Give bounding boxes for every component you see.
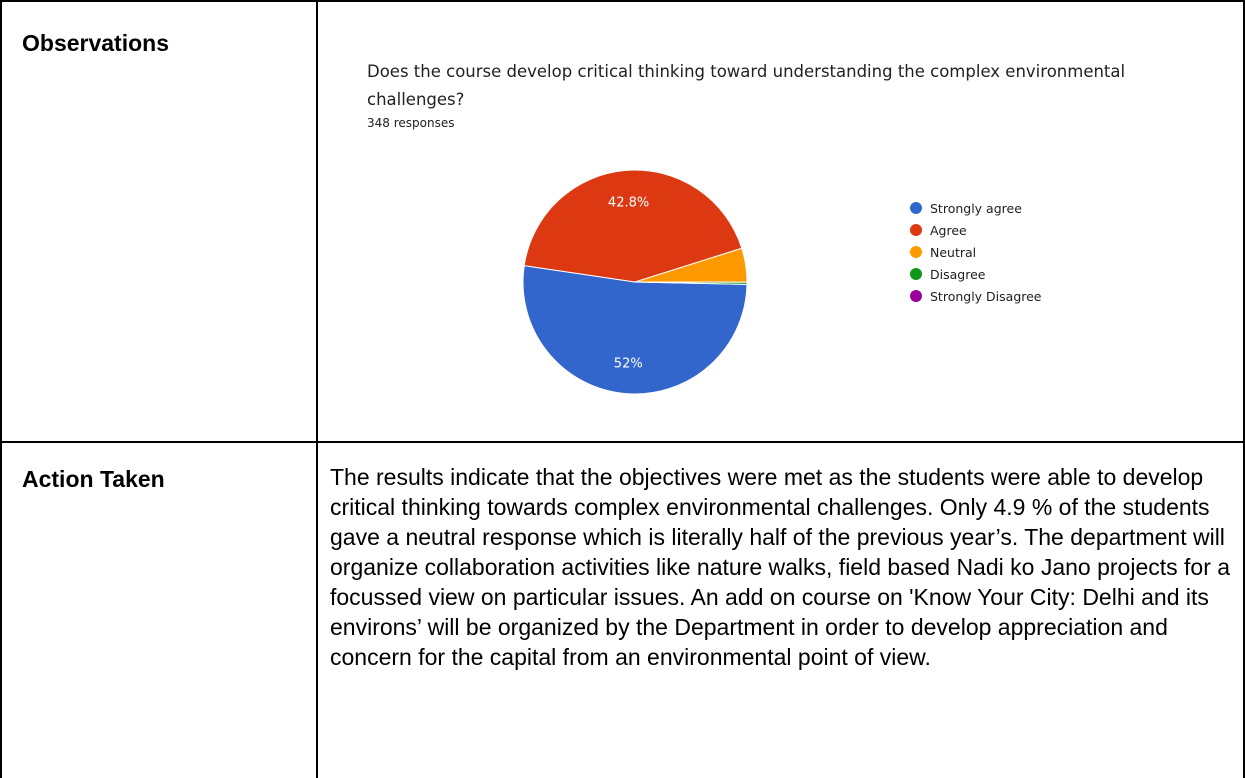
- legend-label: Strongly Disagree: [930, 288, 1042, 304]
- table-border-left: [0, 0, 2, 778]
- legend-item: Disagree: [910, 263, 1042, 285]
- table-border-top: [0, 0, 1245, 2]
- legend-swatch: [910, 268, 922, 280]
- legend-swatch: [910, 202, 922, 214]
- legend-item: Strongly Disagree: [910, 285, 1042, 307]
- pie-slice-agree: [523, 169, 743, 283]
- chart-legend: Strongly agree Agree Neutral Disagree Strong…: [910, 197, 1042, 307]
- table-row-divider: [0, 441, 1245, 443]
- action-taken-text: The results indicate that the objectives…: [330, 464, 1231, 670]
- observations-label: Observations: [22, 30, 169, 56]
- legend-item: Strongly agree: [910, 197, 1042, 219]
- legend-swatch: [910, 246, 922, 258]
- legend-swatch: [910, 224, 922, 236]
- pie-slice-strongly-agree: [522, 265, 748, 395]
- legend-label: Disagree: [930, 266, 986, 282]
- pie-chart: 52% 42.8%: [522, 169, 748, 395]
- legend-item: Agree: [910, 219, 1042, 241]
- chart-question-title: Does the course develop critical thinkin…: [367, 62, 1126, 109]
- pie-data-label: 42.8%: [608, 196, 649, 211]
- pie-data-label: 52%: [614, 356, 643, 371]
- table-border-right: [1243, 0, 1245, 778]
- legend-label: Strongly agree: [930, 200, 1022, 216]
- legend-label: Agree: [930, 222, 967, 238]
- action-taken-label: Action Taken: [22, 466, 165, 492]
- legend-label: Neutral: [930, 244, 977, 260]
- pie-slice-disagree: [634, 281, 748, 285]
- table-column-divider: [316, 0, 318, 778]
- response-count: 348 responses: [367, 116, 455, 130]
- legend-item: Neutral: [910, 241, 1042, 263]
- legend-swatch: [910, 290, 922, 302]
